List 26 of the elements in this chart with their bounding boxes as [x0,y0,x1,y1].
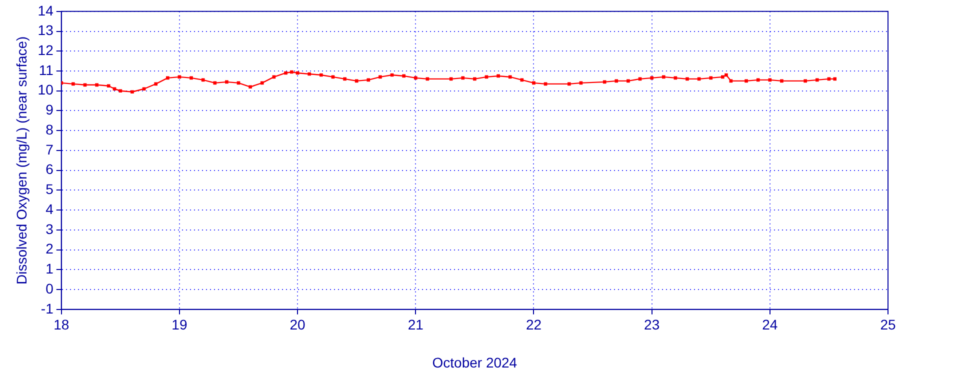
y-tick-label: 3 [46,220,54,237]
x-tick-label: 18 [54,316,70,333]
y-axis-title: Dissolved Oxygen (mg/L) (near surface) [13,36,30,284]
y-tick-label: 8 [46,121,54,138]
y-tick-label: 11 [38,62,54,78]
x-tick-label: 19 [172,316,188,333]
y-tick-label: 5 [46,181,54,198]
y-tick-label: 10 [38,82,54,98]
x-tick-label: 25 [880,316,896,333]
y-tick-label: 13 [38,22,54,38]
x-axis-title: October 2024 [432,354,518,370]
x-tick-label: 21 [408,316,424,333]
x-tick-label: 22 [526,316,542,333]
y-tick-label: 0 [46,280,54,296]
y-tick-label: 9 [46,102,54,118]
y-tick-label: 6 [46,161,54,178]
x-tick-label: 24 [762,316,778,333]
y-tick-label: 12 [38,42,54,58]
y-tick-label: 14 [38,2,54,18]
y-tick-label: 1 [46,260,54,277]
x-tick-label: 23 [644,316,660,333]
y-tick-label: 4 [46,200,54,217]
x-tick-label: 20 [290,316,306,333]
y-tick-label: 7 [46,141,54,158]
y-tick-label: -1 [40,300,54,316]
y-tick-label: 2 [46,240,54,257]
